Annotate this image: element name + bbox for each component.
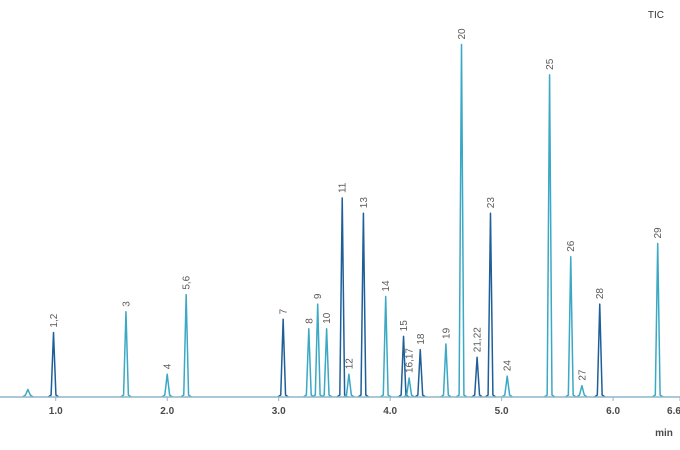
x-tick-label-7: 6.6	[667, 406, 680, 417]
x-tick-label-6: 6.0	[606, 406, 620, 417]
peak-9	[320, 328, 333, 398]
peak-25	[594, 303, 606, 398]
peak-label-8: 9	[313, 293, 324, 299]
peak-label-21: 24	[503, 360, 514, 372]
peak-23	[565, 256, 577, 398]
peak-label-5: 5,6	[182, 275, 193, 289]
peak-17	[440, 343, 452, 398]
peak-19	[471, 356, 483, 398]
peak-label-3: 3	[121, 301, 132, 307]
peak-label-14: 15	[399, 320, 410, 332]
peak-label-12: 13	[359, 197, 370, 209]
peak-label-17: 19	[441, 327, 452, 339]
peak-label-13: 14	[381, 280, 392, 292]
x-tick-label-4: 4.0	[383, 406, 397, 417]
peak-label-22: 25	[545, 58, 556, 70]
peak-label-19: 21,22	[473, 327, 484, 352]
peak-label-11: 12	[344, 358, 355, 370]
peak-22	[543, 74, 556, 398]
peak-4	[161, 373, 173, 398]
peak-label-4: 4	[163, 363, 174, 369]
peak-21	[501, 375, 513, 398]
peak-label-6: 7	[279, 308, 290, 314]
peak-label-2: 1,2	[49, 313, 60, 327]
peak-7	[303, 328, 315, 398]
peak-11	[343, 373, 355, 398]
peak-24	[576, 384, 588, 398]
peak-15	[403, 377, 415, 398]
peak-13	[379, 295, 392, 398]
peak-label-25: 28	[595, 288, 606, 300]
x-tick-group: 1.0 2.0 3.0 4.0 5.0 6.0 6.6	[49, 397, 680, 417]
peak-16	[414, 348, 426, 398]
peak-26	[651, 242, 664, 398]
peak-label-7: 8	[304, 318, 315, 324]
peak-label-10: 11	[338, 182, 349, 193]
peak-label-18: 20	[457, 28, 468, 40]
peak-3	[120, 310, 132, 398]
peak-12	[357, 212, 370, 398]
x-tick-label-1: 1.0	[49, 406, 63, 417]
trace-label: TIC	[648, 10, 664, 21]
x-tick-label-2: 2.0	[160, 406, 174, 417]
peak-label-16: 18	[416, 333, 427, 345]
peak-6	[277, 318, 289, 398]
x-tick-label-5: 5.0	[495, 406, 509, 417]
x-axis-unit: min	[655, 428, 673, 439]
x-tick-label-3: 3.0	[272, 406, 286, 417]
peak-label-23: 26	[566, 240, 577, 252]
peak-label-15: 16,17	[405, 348, 416, 373]
peak-20	[484, 212, 497, 398]
peak-5	[180, 293, 192, 398]
peak-label-24: 27	[577, 369, 588, 381]
peak-label-9: 10	[322, 312, 333, 324]
peak-label-20: 23	[486, 197, 497, 209]
peak-18	[455, 43, 468, 398]
peak-1	[22, 388, 34, 398]
peak-8	[311, 303, 324, 398]
peak-2	[47, 331, 60, 398]
peak-label-26: 29	[653, 227, 664, 239]
trace-group	[22, 43, 664, 398]
